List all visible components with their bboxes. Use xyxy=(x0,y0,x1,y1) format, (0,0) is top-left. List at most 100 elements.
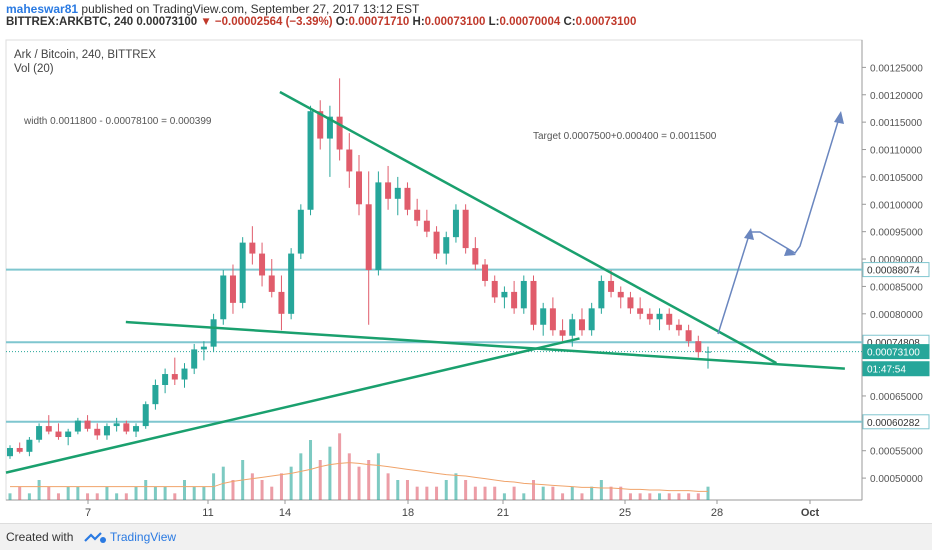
candle-body xyxy=(297,209,304,254)
y-tick-label: 0.00120000 xyxy=(870,91,923,102)
volume-bar xyxy=(687,493,691,500)
volume-bar xyxy=(405,480,409,500)
candle-body xyxy=(705,351,711,353)
published-text: published on TradingView.com, September … xyxy=(81,2,420,16)
volume-bar xyxy=(599,480,603,500)
price-label-text: 01:47:54 xyxy=(867,365,906,376)
candle-body xyxy=(346,149,353,172)
volume-bar xyxy=(648,493,652,500)
candle-body xyxy=(414,209,421,221)
width-annotation: width 0.0011800 - 0.00078100 = 0.000399 xyxy=(23,116,212,127)
chart-title: Ark / Bitcoin, 240, BITTREX xyxy=(14,49,156,61)
candle-body xyxy=(530,280,537,325)
y-tick-label: 0.00090000 xyxy=(870,255,923,266)
x-tick-label: 14 xyxy=(279,507,291,519)
candle-body xyxy=(675,324,682,331)
author-link[interactable]: maheswar81 xyxy=(6,2,79,16)
volume-bar xyxy=(153,486,157,500)
y-tick-label: 0.00055000 xyxy=(870,447,923,458)
price-label-text: 0.00074808 xyxy=(867,338,920,349)
volume-bar xyxy=(231,480,235,500)
publish-header: maheswar81 published on TradingView.com,… xyxy=(6,2,419,16)
candle-body xyxy=(84,420,91,429)
close-value: 0.00073100 xyxy=(575,16,637,28)
candle-body xyxy=(55,431,62,438)
candle-body xyxy=(520,280,527,309)
symbol-label: BITTREX:ARKBTC, 240 xyxy=(6,16,134,28)
volume-bar xyxy=(667,493,671,500)
volume-bar xyxy=(580,493,584,500)
candle-body xyxy=(501,291,508,298)
candle-body xyxy=(423,220,430,232)
candle-body xyxy=(511,291,518,309)
volume-bar xyxy=(473,486,477,500)
open-label: O: xyxy=(335,16,349,28)
candle-body xyxy=(578,319,585,331)
tradingview-brand[interactable]: TradingView xyxy=(110,530,177,544)
volume-bar xyxy=(115,493,119,500)
open-value: 0.00071710 xyxy=(348,16,410,28)
candle-body xyxy=(113,423,120,427)
volume-bar xyxy=(66,486,70,500)
candle-body xyxy=(103,426,110,436)
candle-body xyxy=(210,319,217,347)
candle-body xyxy=(404,187,411,210)
price-label-box xyxy=(862,344,930,360)
arrow-head-icon xyxy=(744,228,754,240)
volume-bar xyxy=(619,486,623,500)
candle-body xyxy=(181,368,188,380)
volume-bar xyxy=(435,486,439,500)
volume-bar xyxy=(706,486,710,500)
volume-bar xyxy=(502,493,506,500)
last-price: 0.00073100 xyxy=(136,16,198,28)
volume-bar xyxy=(357,466,361,500)
candle-body xyxy=(617,291,624,298)
candle-body xyxy=(540,308,547,325)
low-value: 0.00070004 xyxy=(499,16,561,28)
candle-body xyxy=(239,242,246,303)
candle-body xyxy=(65,431,72,438)
volume-bar xyxy=(347,453,351,500)
candle-body xyxy=(16,447,23,452)
volume-bar xyxy=(532,480,535,500)
volume-bar xyxy=(328,446,332,500)
candle-body xyxy=(482,264,489,281)
price-label-box xyxy=(862,262,930,278)
candle-body xyxy=(656,313,663,320)
candle-body xyxy=(268,275,275,292)
volume-bar xyxy=(677,493,681,500)
volume-bar xyxy=(8,493,12,500)
price-label-text: 0.00073100 xyxy=(867,348,920,359)
candle-body xyxy=(394,187,401,199)
volume-bar xyxy=(289,466,293,500)
y-tick-label: 0.00050000 xyxy=(870,474,923,485)
volume-bar xyxy=(658,493,662,500)
candle-body xyxy=(452,209,459,238)
created-with-text: Created with xyxy=(6,530,74,544)
volume-bar xyxy=(27,493,31,500)
price-label-box xyxy=(862,361,930,377)
volume-ma-line xyxy=(10,462,708,492)
x-tick-label: 11 xyxy=(202,507,213,519)
candle-body xyxy=(336,116,343,150)
candle-body xyxy=(123,423,130,432)
candle-body xyxy=(462,209,469,249)
volume-bar xyxy=(493,486,497,500)
candle-body xyxy=(142,404,149,427)
ohlc-bar: BITTREX:ARKBTC, 240 0.00073100 ▼ −0.0000… xyxy=(6,16,636,28)
candle-body xyxy=(569,319,576,336)
volume-bar xyxy=(628,493,632,500)
volume-bar xyxy=(202,486,206,500)
trendline xyxy=(5,337,580,474)
projection-arrow-path xyxy=(717,114,841,335)
candle-body xyxy=(433,231,440,254)
volume-bar xyxy=(173,493,177,500)
volume-bar xyxy=(415,486,419,500)
target-annotation: Target 0.0007500+0.000400 = 0.0011500 xyxy=(533,131,717,142)
candle-body xyxy=(74,420,81,432)
volume-bar xyxy=(56,493,60,500)
volume-bar xyxy=(396,480,400,500)
y-tick-label: 0.00065000 xyxy=(870,392,923,403)
tradingview-logo-icon[interactable] xyxy=(84,531,106,544)
